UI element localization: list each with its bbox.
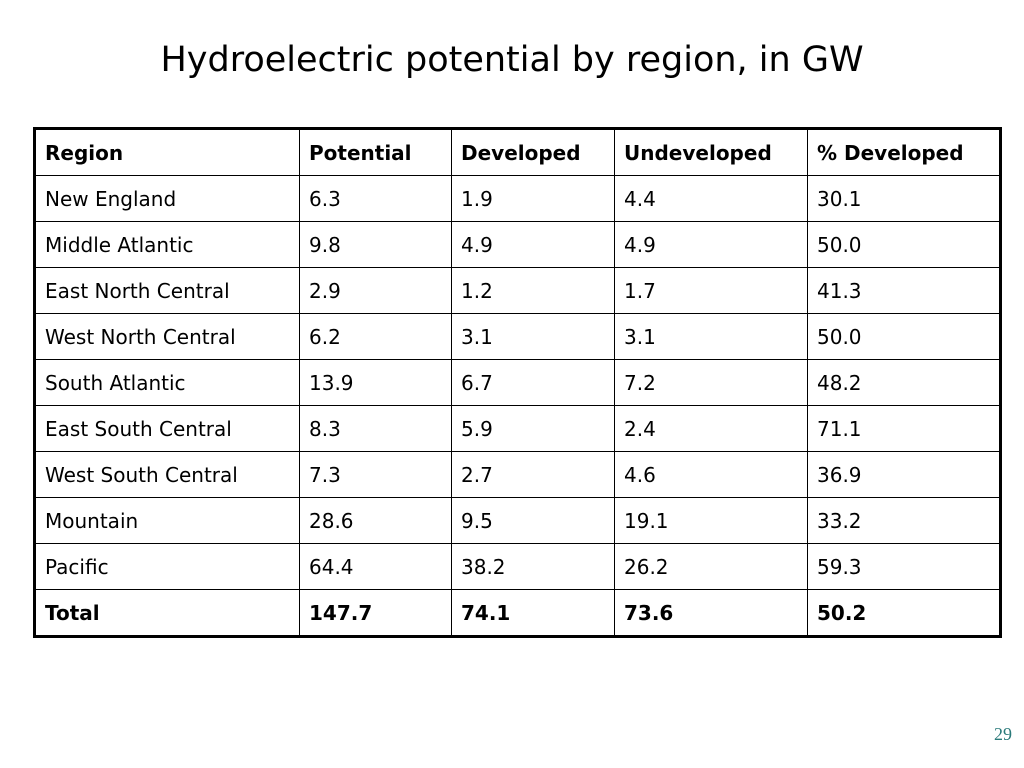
developed-cell: 9.5 — [451, 497, 615, 544]
region-cell: West North Central — [34, 313, 300, 360]
table-row: Mountain 28.6 9.5 19.1 33.2 — [34, 497, 1001, 544]
percent-developed-cell: 48.2 — [807, 359, 1001, 406]
developed-cell: 6.7 — [451, 359, 615, 406]
percent-developed-cell: 59.3 — [807, 543, 1001, 590]
developed-cell: 5.9 — [451, 405, 615, 452]
undeveloped-cell: 1.7 — [614, 267, 808, 314]
potential-cell: 7.3 — [299, 451, 452, 498]
table-row: East South Central 8.3 5.9 2.4 71.1 — [34, 405, 1001, 452]
percent-developed-cell: 50.0 — [807, 313, 1001, 360]
column-header-percent-developed: % Developed — [807, 128, 1001, 176]
header-row: Region Potential Developed Undeveloped %… — [34, 128, 1001, 176]
undeveloped-cell: 4.9 — [614, 221, 808, 268]
potential-cell: 8.3 — [299, 405, 452, 452]
developed-cell: 38.2 — [451, 543, 615, 590]
column-header-potential: Potential — [299, 128, 452, 176]
column-header-undeveloped: Undeveloped — [614, 128, 808, 176]
percent-developed-cell: 71.1 — [807, 405, 1001, 452]
developed-cell: 1.9 — [451, 175, 615, 222]
slide-title: Hydroelectric potential by region, in GW — [160, 40, 864, 80]
column-header-developed: Developed — [451, 128, 615, 176]
potential-cell: 6.3 — [299, 175, 452, 222]
potential-cell: 2.9 — [299, 267, 452, 314]
undeveloped-cell: 19.1 — [614, 497, 808, 544]
page-number: 29 — [994, 724, 1012, 744]
table-row: Middle Atlantic 9.8 4.9 4.9 50.0 — [34, 221, 1001, 268]
table-row: East North Central 2.9 1.2 1.7 41.3 — [34, 267, 1001, 314]
region-cell: Mountain — [34, 497, 300, 544]
region-cell: Pacific — [34, 543, 300, 590]
region-cell: Middle Atlantic — [34, 221, 300, 268]
potential-cell: 9.8 — [299, 221, 452, 268]
percent-developed-cell: 41.3 — [807, 267, 1001, 314]
developed-cell: 3.1 — [451, 313, 615, 360]
percent-developed-cell: 30.1 — [807, 175, 1001, 222]
potential-cell: 64.4 — [299, 543, 452, 590]
total-label-cell: Total — [34, 589, 300, 637]
hydro-potential-table: Region Potential Developed Undeveloped %… — [33, 127, 1002, 638]
region-cell: New England — [34, 175, 300, 222]
undeveloped-cell: 26.2 — [614, 543, 808, 590]
developed-cell: 1.2 — [451, 267, 615, 314]
percent-developed-cell: 36.9 — [807, 451, 1001, 498]
table-row: Pacific 64.4 38.2 26.2 59.3 — [34, 543, 1001, 590]
potential-cell: 28.6 — [299, 497, 452, 544]
total-potential-cell: 147.7 — [299, 589, 452, 637]
total-developed-cell: 74.1 — [451, 589, 615, 637]
table-row: New England 6.3 1.9 4.4 30.1 — [34, 175, 1001, 222]
developed-cell: 4.9 — [451, 221, 615, 268]
total-percent-developed-cell: 50.2 — [807, 589, 1001, 637]
total-row: Total 147.7 74.1 73.6 50.2 — [34, 589, 1001, 637]
potential-cell: 6.2 — [299, 313, 452, 360]
table-row: West South Central 7.3 2.7 4.6 36.9 — [34, 451, 1001, 498]
undeveloped-cell: 4.4 — [614, 175, 808, 222]
percent-developed-cell: 50.0 — [807, 221, 1001, 268]
undeveloped-cell: 7.2 — [614, 359, 808, 406]
region-cell: East North Central — [34, 267, 300, 314]
region-cell: West South Central — [34, 451, 300, 498]
region-cell: South Atlantic — [34, 359, 300, 406]
column-header-region: Region — [34, 128, 300, 176]
undeveloped-cell: 3.1 — [614, 313, 808, 360]
region-cell: East South Central — [34, 405, 300, 452]
table-row: South Atlantic 13.9 6.7 7.2 48.2 — [34, 359, 1001, 406]
table-row: West North Central 6.2 3.1 3.1 50.0 — [34, 313, 1001, 360]
undeveloped-cell: 2.4 — [614, 405, 808, 452]
undeveloped-cell: 4.6 — [614, 451, 808, 498]
percent-developed-cell: 33.2 — [807, 497, 1001, 544]
developed-cell: 2.7 — [451, 451, 615, 498]
potential-cell: 13.9 — [299, 359, 452, 406]
total-undeveloped-cell: 73.6 — [614, 589, 808, 637]
